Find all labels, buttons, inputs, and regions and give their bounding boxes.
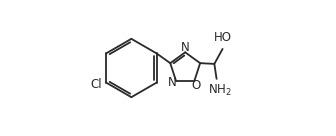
Text: Cl: Cl <box>91 78 102 91</box>
Text: NH$_2$: NH$_2$ <box>208 83 232 98</box>
Text: HO: HO <box>214 31 232 44</box>
Text: N: N <box>168 76 177 89</box>
Text: O: O <box>191 79 201 92</box>
Text: N: N <box>181 41 190 54</box>
